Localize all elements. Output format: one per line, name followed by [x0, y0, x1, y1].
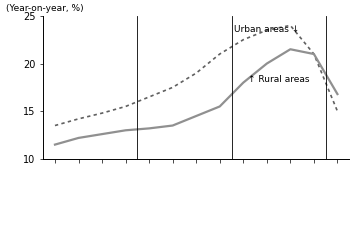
Text: Urban areas ↓: Urban areas ↓ [234, 25, 299, 35]
Text: ↑ Rural areas: ↑ Rural areas [248, 75, 310, 84]
Text: (Year-on-year, %): (Year-on-year, %) [6, 4, 84, 13]
